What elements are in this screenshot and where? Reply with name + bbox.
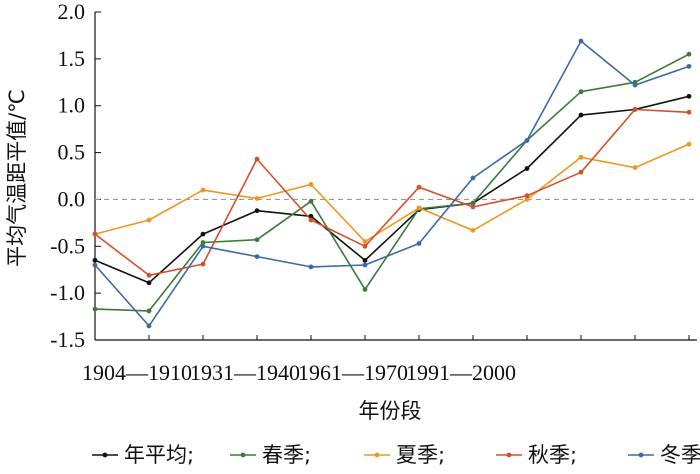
data-point: [524, 197, 530, 202]
data-point: [362, 262, 368, 268]
data-point: [632, 107, 638, 112]
data-point: [362, 239, 368, 245]
data-point: [470, 204, 476, 210]
legend-swatch-marker: [240, 452, 246, 458]
y-tick-label: 1.0: [58, 93, 86, 118]
legend-swatch-marker: [638, 452, 644, 458]
data-point: [686, 141, 692, 147]
data-point: [686, 93, 692, 99]
legend-item: 冬季: [628, 443, 700, 467]
data-point: [200, 240, 206, 245]
series-line: [94, 108, 690, 277]
data-point: [578, 154, 584, 160]
legend-label: 冬季: [660, 443, 700, 467]
data-point: [200, 231, 206, 237]
legend-swatch-marker: [102, 452, 108, 458]
legend-swatch-marker: [506, 452, 512, 458]
data-point: [92, 262, 98, 268]
data-point: [92, 306, 98, 312]
data-point: [686, 63, 692, 69]
data-point: [254, 196, 260, 201]
data-point: [200, 187, 206, 193]
data-point: [632, 165, 638, 170]
data-point: [362, 243, 368, 249]
legend-swatch-marker: [374, 452, 380, 458]
axes: [94, 11, 697, 341]
data-point: [416, 205, 422, 211]
data-point: [362, 286, 368, 292]
data-point: [578, 38, 584, 44]
legend-item: 年平均;: [92, 443, 194, 467]
data-point: [470, 200, 476, 206]
data-point: [524, 193, 530, 199]
data-point: [146, 217, 152, 223]
data-point: [524, 137, 530, 143]
data-point: [578, 112, 584, 118]
y-tick-label: -1.5: [50, 327, 85, 352]
data-point: [92, 257, 98, 263]
data-point: [308, 217, 314, 223]
data-point: [254, 208, 260, 214]
legend-label: 秋季;: [528, 443, 577, 467]
data-point: [254, 254, 260, 259]
y-tick-label: -0.5: [50, 233, 85, 258]
data-point: [686, 51, 692, 57]
x-tick-label: 1904—1910: [82, 360, 192, 385]
legend-item: 秋季;: [496, 443, 577, 467]
data-point: [470, 227, 476, 233]
data-point: [416, 184, 422, 190]
data-point: [254, 156, 260, 162]
y-tick-labels: -1.5 -1.0 -0.5 0.0 0.5 1.0 1.5 2.0: [50, 0, 85, 352]
data-point: [308, 182, 314, 187]
legend-item: 春季;: [230, 443, 311, 467]
data-point: [416, 241, 422, 246]
data-point: [578, 89, 584, 95]
legend: 年平均; 春季; 夏季; 秋季; 冬季: [92, 443, 700, 467]
data-point: [200, 261, 206, 267]
data-point: [578, 169, 584, 175]
y-tick-label: 1.5: [58, 46, 86, 71]
data-point: [632, 82, 638, 88]
data-point: [146, 308, 152, 314]
x-tick-label: 1991—2000: [406, 360, 516, 385]
series-line: [94, 95, 690, 284]
series-5: [92, 38, 692, 329]
series-1: [92, 93, 692, 286]
data-point: [308, 264, 314, 270]
data-point: [524, 166, 530, 171]
series-3: [92, 141, 692, 245]
series-4: [92, 107, 692, 278]
legend-label: 春季;: [262, 443, 311, 467]
data-point: [92, 231, 98, 237]
data-point: [146, 280, 152, 286]
series-2: [92, 51, 692, 314]
legend-item: 夏季;: [364, 443, 445, 467]
data-point: [146, 323, 152, 329]
y-tick-label: -1.0: [50, 280, 85, 305]
series-line: [94, 143, 690, 243]
data-point: [200, 243, 206, 249]
series-group: [92, 38, 692, 329]
series-line: [94, 40, 690, 327]
y-tick-label: 0.0: [58, 186, 86, 211]
data-point: [362, 257, 368, 263]
data-point: [146, 272, 152, 278]
x-axis-title: 年份段: [359, 399, 422, 423]
legend-label: 年平均;: [124, 443, 194, 467]
data-point: [470, 175, 476, 181]
x-tick-label: 1931—1940: [190, 360, 300, 385]
data-point: [308, 198, 314, 204]
legend-label: 夏季;: [396, 443, 445, 467]
data-point: [254, 237, 260, 243]
series-line: [94, 53, 690, 312]
data-point: [686, 109, 692, 115]
y-tick-label: 2.0: [58, 0, 86, 24]
x-tick-label: 1961—1970: [298, 360, 408, 385]
y-tick-label: 0.5: [58, 140, 86, 165]
y-axis-title: 平均气温距平值/℃: [5, 89, 29, 267]
